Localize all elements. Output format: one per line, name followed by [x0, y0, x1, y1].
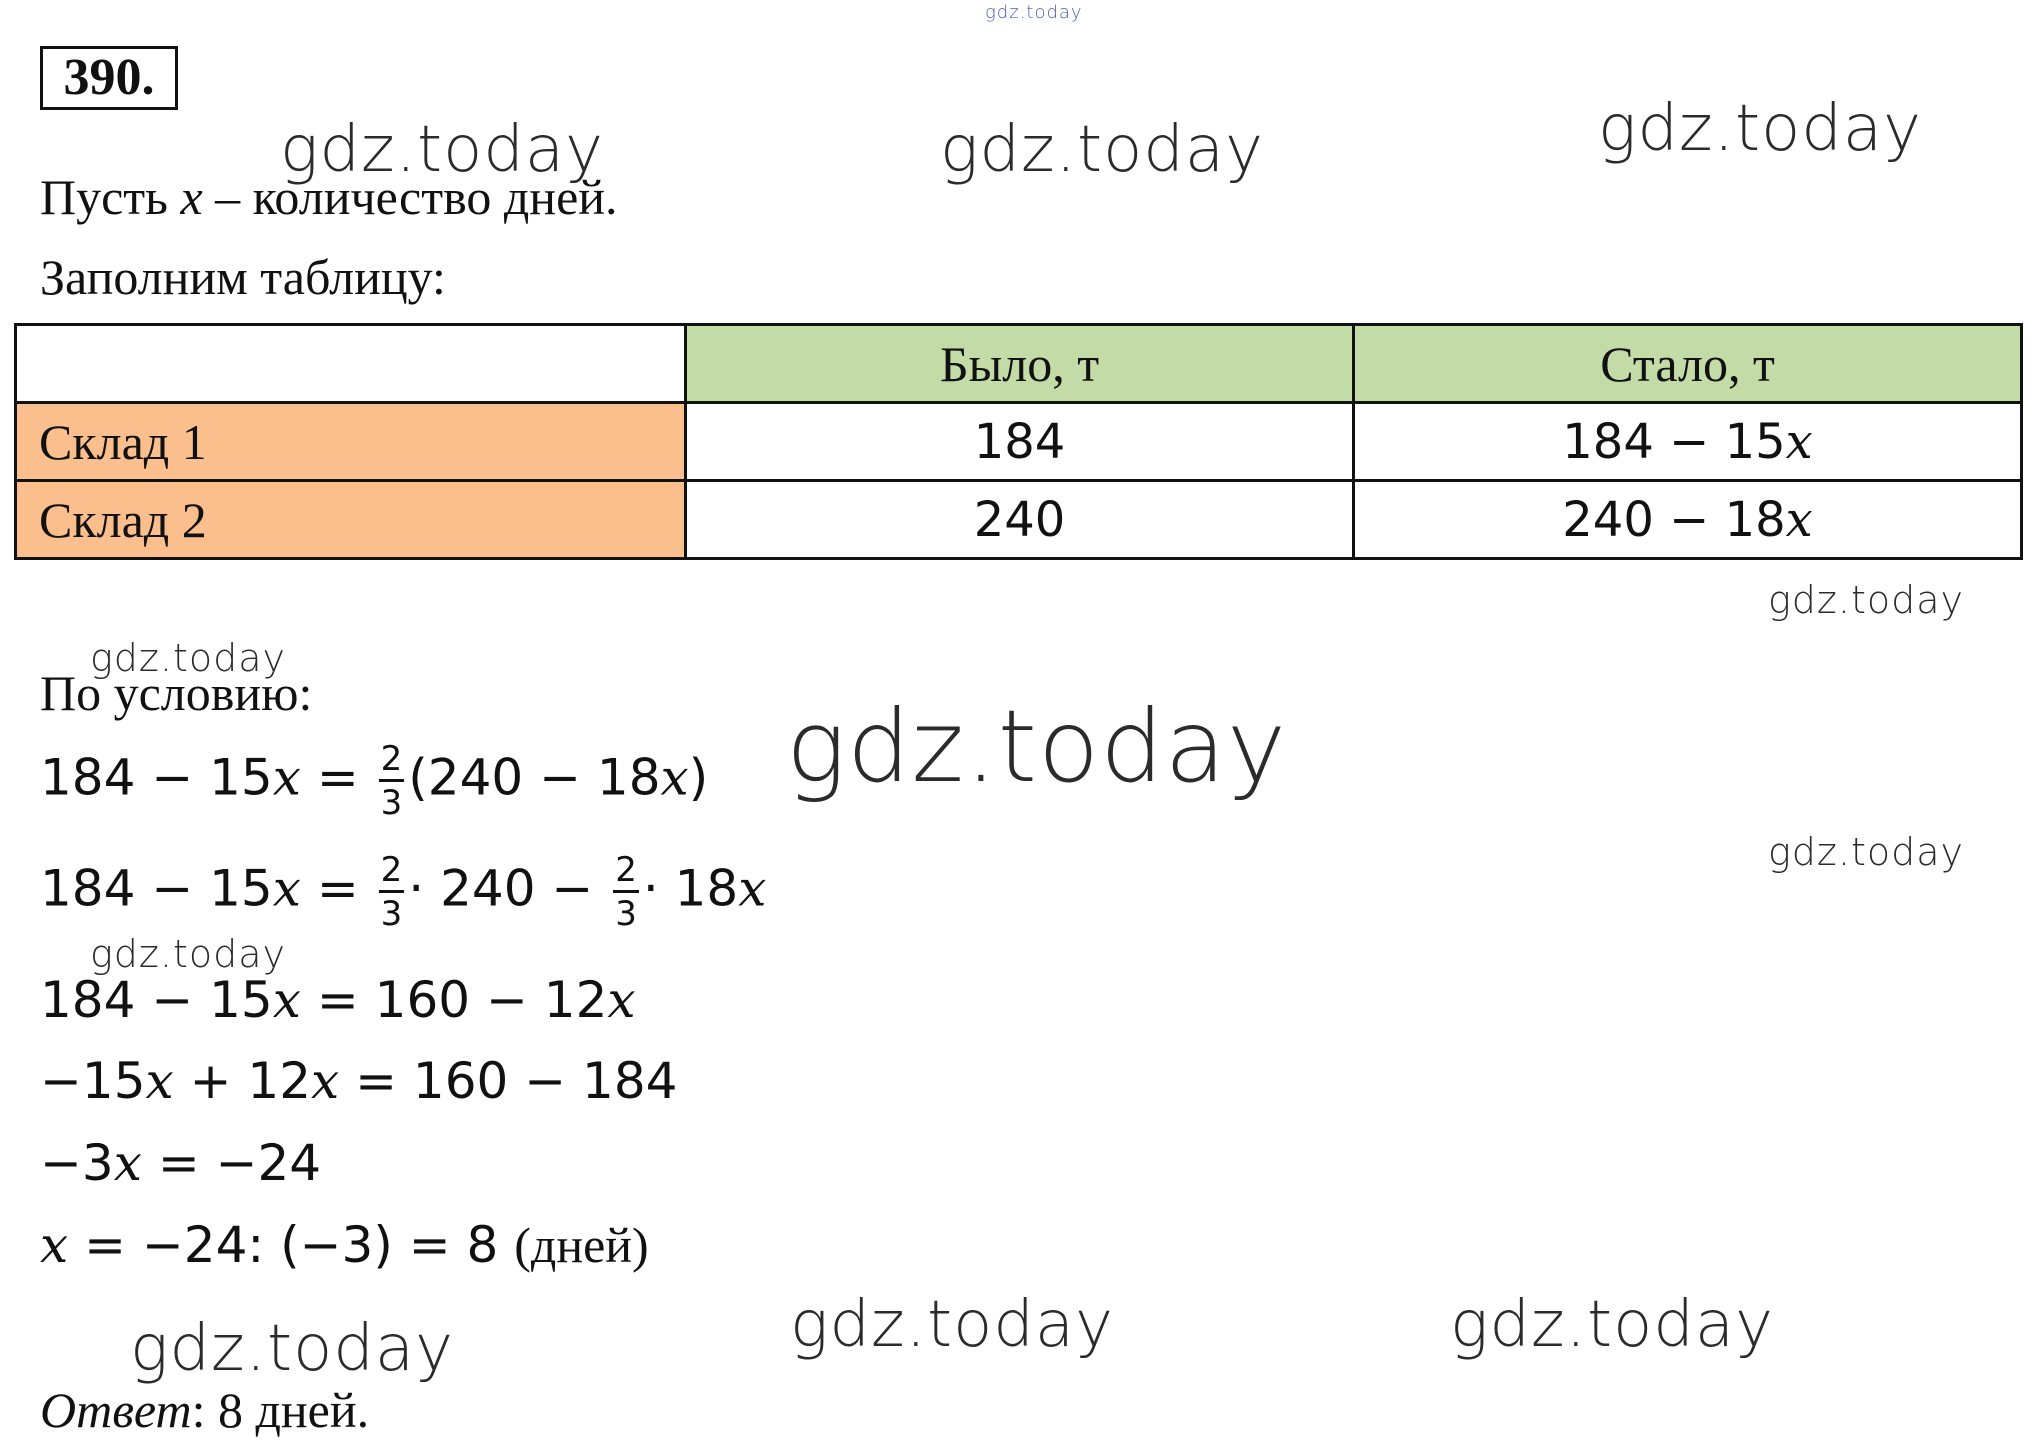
watermark: gdz.today [940, 113, 1264, 187]
eq1-equals: = [300, 748, 375, 807]
watermark: gdz.today [1450, 1288, 1774, 1362]
watermark: gdz.today [1768, 830, 1964, 874]
equation-1: 184 − 15x = 2 3 (240 − 18x) [40, 742, 708, 820]
watermark-large: gdz.today [786, 688, 1288, 805]
watermark: gdz.today [90, 932, 286, 976]
table-header-empty [14, 323, 687, 404]
eq5-right: = −24 [141, 1134, 322, 1192]
variable-x: x [180, 169, 203, 225]
watermark: gdz.today [90, 636, 286, 680]
fraction-numerator: 2 [378, 853, 405, 893]
eq5-a: −3 [40, 1134, 114, 1192]
eq1-paren-expr: (240 − 18 [408, 748, 661, 807]
equation-4: −15x + 12x = 160 − 184 [40, 1056, 677, 1106]
intro-let-line: Пусть x – количество дней. [40, 172, 618, 222]
variable-x: x [145, 1052, 174, 1110]
equation-6: x = −24: (−3) = 8 (дней) [40, 1220, 649, 1270]
fraction-numerator: 2 [378, 742, 405, 782]
eq2-left: 184 − 15 [40, 859, 273, 918]
row-label-warehouse-1: Склад 1 [14, 401, 687, 482]
row-label-warehouse-2: Склад 2 [14, 479, 687, 560]
data-table: Было, т Стало, т Склад 1 184 184 − 15x С… [14, 323, 2023, 560]
answer-label: Ответ [40, 1382, 192, 1438]
watermark: gdz.today [280, 113, 604, 187]
eq1-paren-close: ) [688, 748, 709, 807]
variable-x: x [40, 1216, 69, 1274]
eq6-right: = −24: (−3) = 8 [68, 1216, 515, 1274]
eq2-mid: · 240 − [408, 859, 610, 918]
equation-2: 184 − 15x = 2 3 · 240 − 2 3 · 18x [40, 853, 766, 931]
variable-x: x [607, 971, 636, 1029]
watermark: gdz.today [1598, 92, 1922, 166]
let-prefix: Пусть [40, 169, 181, 225]
eq2-equals: = [300, 859, 375, 918]
watermark-top-tiny: gdz.today [985, 2, 1083, 23]
became-expr: 240 − 18 [1562, 491, 1786, 548]
watermark: gdz.today [1768, 578, 1964, 622]
variable-x: x [272, 748, 301, 807]
cell-became-1: 184 − 15x [1352, 401, 2023, 482]
answer-line: Ответ: 8 дней. [40, 1385, 369, 1435]
watermark: gdz.today [790, 1288, 1114, 1362]
cell-became-2: 240 − 18x [1352, 479, 2023, 560]
cell-was-1: 184 [684, 401, 1355, 482]
eq4-a: −15 [40, 1052, 146, 1110]
table-row: Склад 2 240 240 − 18x [14, 479, 2023, 560]
condition-label: По условию: [40, 665, 313, 721]
problem-number-box: 390. [40, 46, 178, 110]
fill-table-line: Заполним таблицу: [40, 249, 446, 305]
table-row: Склад 1 184 184 − 15x [14, 401, 2023, 482]
answer-value: : 8 дней. [191, 1382, 370, 1438]
became-expr: 184 − 15 [1562, 413, 1786, 470]
table-header-row: Было, т Стало, т [14, 323, 2023, 404]
fraction-denominator: 3 [380, 894, 403, 934]
fraction-numerator: 2 [613, 853, 639, 893]
variable-x: x [113, 1134, 142, 1192]
eq3-right: = 160 − 12 [300, 971, 608, 1029]
table-header-was: Было, т [684, 323, 1355, 404]
watermark: gdz.today [130, 1312, 454, 1386]
eq6-unit: (дней) [514, 1217, 649, 1273]
variable-x: x [311, 1052, 340, 1110]
eq2-tail: · 18 [642, 859, 739, 918]
table-header-became: Стало, т [1352, 323, 2023, 404]
variable-x: x [272, 859, 301, 918]
variable-x: x [1785, 491, 1813, 548]
fraction-denominator: 3 [380, 783, 403, 823]
variable-x: x [738, 859, 767, 918]
let-suffix: – количество дней. [202, 169, 618, 225]
eq3-left: 184 − 15 [40, 971, 273, 1029]
variable-x: x [1785, 413, 1813, 470]
eq4-right: = 160 − 184 [339, 1052, 678, 1110]
equation-3: 184 − 15x = 160 − 12x [40, 975, 636, 1025]
eq1-left: 184 − 15 [40, 748, 273, 807]
eq4-b: + 12 [173, 1052, 312, 1110]
cell-was-2: 240 [684, 479, 1355, 560]
fraction-denominator: 3 [615, 894, 637, 934]
variable-x: x [272, 971, 301, 1029]
variable-x: x [660, 748, 689, 807]
equation-5: −3x = −24 [40, 1138, 321, 1188]
